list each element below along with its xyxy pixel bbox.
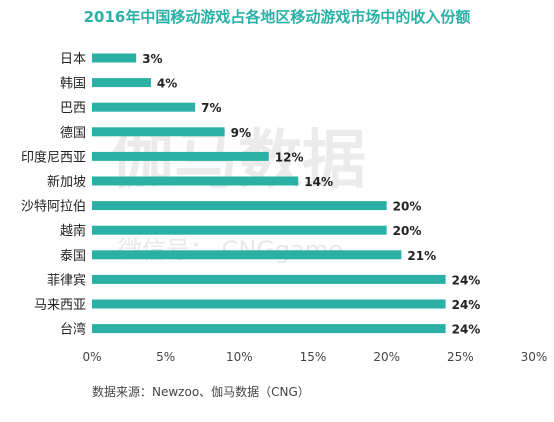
source-note: 数据来源：Newzoo、伽马数据（CNG） [92, 384, 310, 399]
category-label: 德国 [60, 126, 86, 141]
value-label: 24% [452, 298, 481, 312]
bars [92, 53, 446, 334]
category-label: 印度尼西亚 [21, 149, 86, 165]
category-label: 日本 [60, 52, 86, 67]
x-tick-label: 30% [521, 350, 548, 364]
category-label: 马来西亚 [34, 298, 86, 313]
x-tick-label: 20% [373, 350, 400, 364]
category-label: 巴西 [60, 101, 86, 116]
bar [92, 225, 387, 235]
value-label: 14% [304, 175, 333, 189]
bar [92, 151, 269, 161]
bar [92, 53, 137, 63]
value-label: 12% [275, 150, 304, 164]
chart-title: 2016年中国移动游戏占各地区移动游戏市场中的收入份额 [84, 8, 471, 26]
watermark-main: 伽马数据 [110, 124, 366, 198]
category-label: 台湾 [60, 322, 86, 338]
bar [92, 102, 196, 112]
bar [92, 176, 299, 186]
bar [92, 127, 225, 137]
bar [92, 78, 151, 88]
value-label: 20% [393, 224, 422, 238]
value-labels: 3% 4% 7% 9% 12%14% 20% 20% 21% 24% 24% 24% [142, 52, 480, 337]
value-label: 24% [452, 323, 481, 337]
category-label: 新加坡 [47, 174, 86, 190]
x-tick-label: 5% [156, 350, 175, 364]
x-tick-label: 0% [82, 350, 101, 364]
bar [92, 250, 402, 260]
value-label: 3% [142, 52, 162, 66]
bar [92, 299, 446, 309]
bar [92, 274, 446, 284]
x-tick-label: 15% [300, 350, 327, 364]
value-label: 9% [231, 126, 251, 140]
category-label: 沙特阿拉伯 [21, 200, 86, 215]
bar [92, 324, 446, 334]
category-label: 韩国 [60, 77, 86, 92]
bar [92, 201, 387, 211]
watermark-sub: 微信号： CNGgame [118, 236, 343, 264]
value-label: 21% [407, 249, 436, 263]
x-axis-ticks: 0% 5% 10% 15% 20% 25% 30% [82, 350, 547, 364]
category-label: 泰国 [60, 249, 86, 264]
x-tick-label: 10% [226, 350, 253, 364]
value-label: 4% [157, 77, 177, 91]
value-label: 7% [201, 101, 221, 115]
value-label: 24% [452, 273, 481, 287]
value-label: 20% [393, 200, 422, 214]
category-label: 菲律宾 [47, 272, 86, 288]
x-tick-label: 25% [447, 350, 474, 364]
category-label: 越南 [60, 223, 86, 239]
watermark: 伽马数据 微信号： CNGgame [110, 124, 366, 264]
